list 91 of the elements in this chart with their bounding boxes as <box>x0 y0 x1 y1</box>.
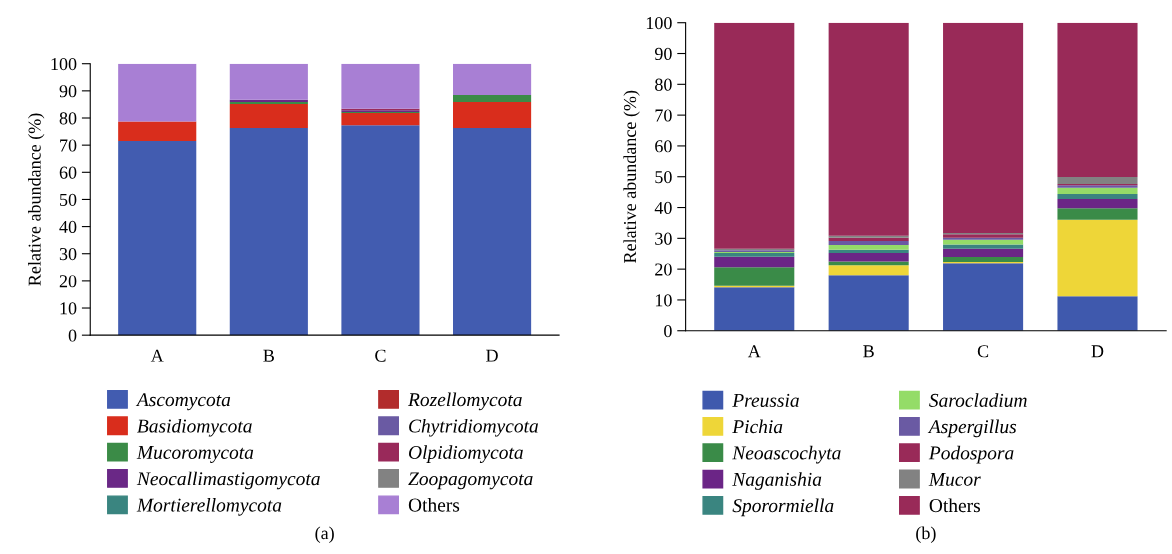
bar <box>453 128 532 336</box>
y-tick-label: 20 <box>655 263 672 276</box>
y-tick-label: 80 <box>655 78 672 91</box>
bar <box>118 63 197 122</box>
y-tick-label: 10 <box>60 302 77 315</box>
legend-label: Basidiomycota <box>137 418 252 437</box>
y-tick-label: 50 <box>655 170 672 184</box>
bar <box>943 22 1024 234</box>
legend-label: Preussia <box>732 393 799 407</box>
text: (a) <box>315 526 334 543</box>
x-tick-label: B <box>863 345 874 358</box>
bar <box>943 263 1024 331</box>
bar <box>1057 22 1138 178</box>
y-tick-label: 30 <box>655 232 672 245</box>
bar <box>229 128 308 336</box>
y-tick-label: 70 <box>60 139 77 152</box>
y-tick-label: 70 <box>655 109 672 122</box>
bar <box>828 241 909 246</box>
bar <box>714 256 795 268</box>
legend-label: Mortierellomycota <box>136 497 282 516</box>
legend-label: Olpidiomycota <box>409 445 523 463</box>
bar <box>1057 208 1138 220</box>
bar <box>453 63 532 95</box>
bar <box>1057 187 1138 194</box>
x-tick-label: A <box>747 345 761 358</box>
bar <box>943 257 1024 263</box>
y-tick-label: 60 <box>655 140 672 153</box>
bar <box>453 94 532 102</box>
bar <box>714 267 795 286</box>
legend-label: Ascomycota <box>135 393 231 411</box>
bar <box>828 253 909 262</box>
legend-label: Zoopagomycota <box>408 472 533 490</box>
legend-label: Sarocladium <box>929 393 1027 407</box>
x-tick-label: D <box>1091 345 1104 358</box>
legend-label: Others <box>408 497 460 512</box>
bar <box>943 248 1024 258</box>
legend-label: Naganishia <box>732 472 822 490</box>
bar <box>828 22 909 236</box>
bar <box>714 22 795 249</box>
y-tick-label: 90 <box>654 47 672 60</box>
bar <box>341 113 420 126</box>
y-tick-label: 40 <box>59 220 77 234</box>
y-tick-label: 20 <box>59 275 77 288</box>
legend-label: Aspergillus <box>927 419 1017 438</box>
bar <box>229 103 308 129</box>
legend-label: Pichia <box>732 419 783 434</box>
y-tick-label: 100 <box>646 16 672 30</box>
x-tick-label: C <box>375 349 386 362</box>
y-tick-label: 30 <box>59 247 77 261</box>
y-tick-label: 80 <box>59 112 77 125</box>
y-tick-label: 40 <box>654 201 672 214</box>
bar <box>828 275 909 331</box>
bar <box>341 63 420 109</box>
legend-label: Sporormiella <box>732 498 834 517</box>
legend-label: Neoascochyta <box>732 445 841 464</box>
x-tick-label: D <box>486 349 498 362</box>
legend-label: Neocallimastigomycota <box>136 471 320 490</box>
bar <box>1057 177 1138 185</box>
bar <box>714 287 795 331</box>
bar <box>453 101 532 129</box>
bar <box>1057 198 1138 209</box>
text: (b) <box>916 526 936 543</box>
legend-label: Chytridiomycota <box>409 418 538 437</box>
bar <box>118 141 197 336</box>
x-tick-label: C <box>977 345 989 358</box>
y-tick-label: 90 <box>59 85 77 98</box>
y-tick-label: 60 <box>59 166 77 179</box>
legend-label: Others <box>929 498 980 513</box>
bar <box>229 63 308 100</box>
bar <box>828 245 909 250</box>
y-axis-title: Relative abundance (%) <box>623 90 640 263</box>
bar <box>341 125 420 336</box>
y-tick-label: 10 <box>655 294 672 307</box>
bar <box>118 121 197 142</box>
x-tick-label: A <box>150 349 164 362</box>
x-tick-label: B <box>263 349 274 362</box>
bar <box>943 244 1024 249</box>
bar <box>828 261 909 266</box>
y-axis-title: Relative abundance (%) <box>28 113 45 286</box>
legend-label: Rozellomycota <box>407 392 522 411</box>
legend-label: Podospora <box>928 445 1014 464</box>
y-tick-label: 50 <box>60 193 77 206</box>
legend-label: Mucoromycota <box>136 446 254 463</box>
bar <box>828 265 909 276</box>
y-tick-label: 0 <box>664 325 672 338</box>
legend-label: Mucor <box>928 472 981 486</box>
bar <box>1057 296 1138 331</box>
bar <box>1057 219 1138 297</box>
y-tick-label: 0 <box>68 329 77 342</box>
bar <box>1057 193 1138 199</box>
y-tick-label: 100 <box>51 57 77 71</box>
